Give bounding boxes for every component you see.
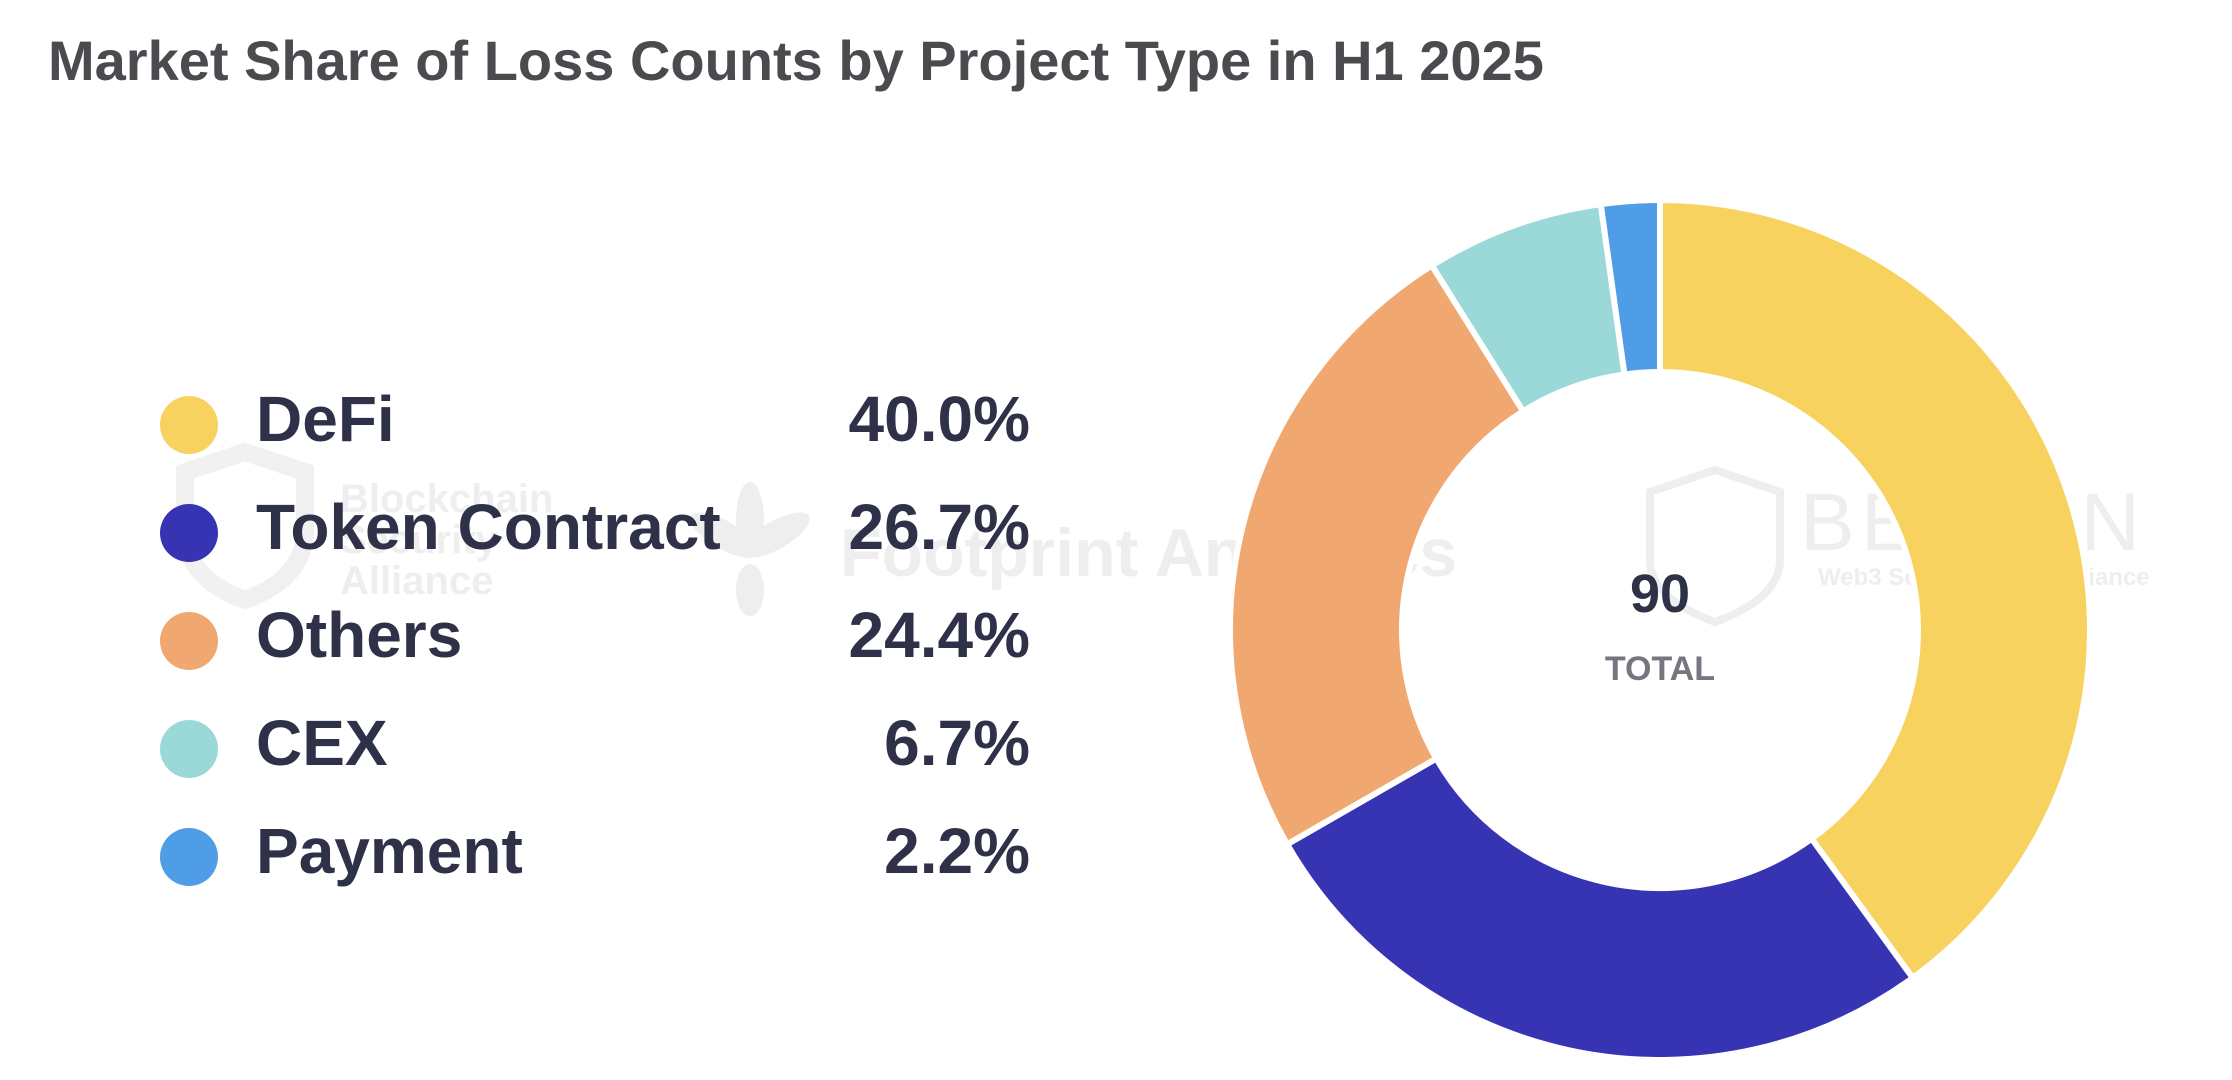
donut-slice-payment [1597,197,1663,378]
legend-label-others: Others [256,599,463,671]
legend-item-token-contract: Token Contract 26.7% [160,480,1030,588]
legend-swatch-cex [160,720,218,778]
legend-label-payment: Payment [256,815,523,887]
legend-swatch-token-contract [160,504,218,562]
legend-swatch-payment [160,828,218,886]
donut-total-label: TOTAL [1605,650,1715,688]
legend-swatch-defi [160,396,218,454]
legend-value-others: 24.4% [848,599,1030,671]
legend-item-cex: CEX 6.7% [160,696,1030,804]
legend-label-defi: DeFi [256,383,395,455]
donut-slice-defi [1657,197,2093,981]
donut-chart: 90 TOTAL [1227,197,2093,1063]
donut-slices [1227,197,2093,1063]
legend-item-others: Others 24.4% [160,588,1030,696]
donut-slice-token-contract [1284,755,1916,1063]
legend-item-defi: DeFi 40.0% [160,372,1030,480]
legend-label-cex: CEX [256,707,388,779]
legend-label-token-contract: Token Contract [256,491,721,563]
donut-total-value: 90 [1630,564,1690,624]
chart-title: Market Share of Loss Counts by Project T… [48,29,1544,92]
legend-value-payment: 2.2% [884,815,1030,887]
legend-value-defi: 40.0% [848,383,1030,455]
legend-item-payment: Payment 2.2% [160,804,1030,912]
legend-value-token-contract: 26.7% [848,491,1030,563]
legend-swatch-others [160,612,218,670]
donut-slice-others [1227,262,1527,848]
legend-value-cex: 6.7% [884,707,1030,779]
chart-legend: DeFi 40.0% Token Contract 26.7% Others 2… [160,372,1030,912]
